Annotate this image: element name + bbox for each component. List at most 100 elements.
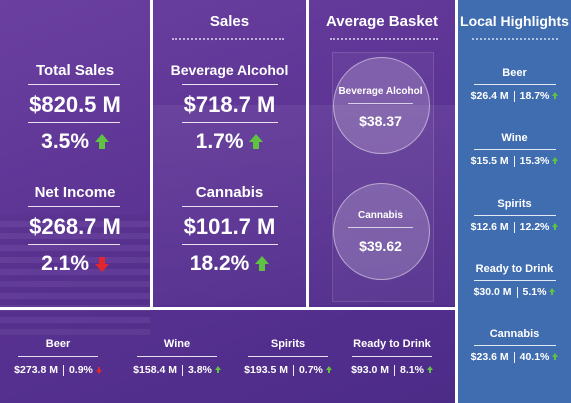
category-change: 0.9% — [68, 364, 93, 376]
rule — [182, 122, 278, 123]
separator — [513, 351, 515, 363]
total-sales-change-value: 3.5% — [41, 130, 90, 153]
divider — [306, 0, 309, 308]
total-sales-label: Total Sales — [35, 62, 115, 79]
local-item-value: $30.0 M — [473, 286, 512, 298]
basket-circle — [333, 183, 430, 280]
average-basket-header: Average Basket — [325, 13, 438, 30]
rule — [474, 215, 556, 216]
rule — [137, 356, 217, 357]
rule — [18, 356, 98, 357]
beverage-alcohol-change-value: 1.7% — [195, 130, 244, 153]
separator — [513, 90, 515, 102]
brick-wall-background — [0, 215, 150, 335]
arrow-down-icon — [95, 367, 102, 375]
basket-label: Cannabis — [357, 210, 403, 221]
beverage-alcohol-label: Beverage Alcohol — [170, 62, 289, 78]
arrow-up-icon — [249, 134, 264, 150]
cannabis-label: Cannabis — [195, 184, 264, 201]
separator — [394, 364, 396, 376]
separator — [513, 155, 515, 167]
local-item-values: $12.6 M 12.2% — [458, 221, 571, 233]
divider — [455, 0, 458, 403]
category-label: Spirits — [270, 338, 306, 350]
local-item-value: $12.6 M — [470, 221, 509, 233]
category-values: $158.4 M 3.8% — [117, 364, 237, 376]
net-income-change: 2.1% — [0, 252, 150, 276]
category-change: 3.8% — [187, 364, 212, 376]
arrow-up-icon — [94, 134, 109, 150]
basket-value: $38.37 — [359, 113, 402, 129]
rule — [474, 280, 556, 281]
separator — [513, 221, 515, 233]
category-value: $193.5 M — [244, 364, 288, 376]
sales-header: Sales — [209, 13, 250, 30]
rule — [182, 244, 278, 245]
total-sales-change: 3.5% — [0, 130, 150, 154]
arrow-up-icon — [549, 288, 556, 296]
rule — [28, 206, 120, 207]
cannabis-value: $101.7 M — [183, 214, 276, 239]
beverage-alcohol-change: 1.7% — [153, 130, 306, 154]
local-item-value: $26.4 M — [470, 90, 509, 102]
category-label: Ready to Drink — [353, 338, 431, 350]
rule — [474, 84, 556, 85]
local-item-label: Wine — [501, 132, 528, 144]
net-income-label: Net Income — [34, 184, 116, 201]
category-value: $273.8 M — [14, 364, 58, 376]
rule — [248, 356, 328, 357]
category-values: $273.8 M 0.9% — [0, 364, 118, 376]
basket-circle — [333, 57, 430, 154]
category-values: $193.5 M 0.7% — [228, 364, 348, 376]
net-income-value: $268.7 M — [29, 214, 121, 239]
separator — [516, 286, 518, 298]
local-item-values: $15.5 M 15.3% — [458, 155, 571, 167]
basket-value: $39.62 — [359, 238, 402, 254]
local-highlights-panel — [458, 0, 571, 403]
category-values: $93.0 M 8.1% — [332, 364, 452, 376]
dotted-rule — [330, 38, 438, 40]
net-income-change-value: 2.1% — [41, 252, 90, 275]
arrow-up-icon — [552, 353, 559, 361]
rule — [28, 84, 120, 85]
local-item-values: $23.6 M 40.1% — [458, 351, 571, 363]
arrow-up-icon — [552, 92, 559, 100]
local-item-change: 5.1% — [522, 286, 547, 298]
local-item-value: $23.6 M — [470, 351, 509, 363]
arrow-up-icon — [552, 223, 559, 231]
local-item-values: $26.4 M 18.7% — [458, 90, 571, 102]
category-value: $158.4 M — [133, 364, 177, 376]
arrow-up-icon — [325, 366, 332, 374]
rule — [474, 345, 556, 346]
rule — [182, 206, 278, 207]
dotted-rule — [472, 38, 558, 40]
local-highlights-header: Local Highlights — [460, 13, 569, 29]
local-item-change: 15.3% — [519, 155, 550, 167]
cannabis-change-value: 18.2% — [189, 252, 250, 275]
arrow-up-icon — [426, 366, 433, 374]
rule — [182, 84, 278, 85]
local-item-label: Ready to Drink — [475, 263, 554, 275]
category-label: Beer — [45, 338, 71, 350]
arrow-down-icon — [94, 257, 109, 273]
rule — [348, 103, 413, 104]
category-label: Wine — [163, 338, 191, 350]
rule — [28, 244, 120, 245]
basket-label: Beverage Alcohol — [338, 86, 423, 97]
category-change: 8.1% — [400, 364, 424, 376]
arrow-up-icon — [214, 366, 221, 374]
separator — [62, 364, 64, 376]
category-change: 0.7% — [298, 364, 323, 376]
arrow-up-icon — [255, 256, 270, 272]
arrow-up-icon — [552, 157, 559, 165]
separator — [181, 364, 183, 376]
local-item-values: $30.0 M 5.1% — [458, 286, 571, 298]
local-item-label: Beer — [502, 67, 527, 79]
local-item-label: Spirits — [497, 198, 532, 210]
local-item-change: 18.7% — [519, 90, 550, 102]
local-item-label: Cannabis — [489, 328, 540, 340]
separator — [292, 364, 294, 376]
local-item-value: $15.5 M — [470, 155, 509, 167]
rule — [348, 227, 413, 228]
rule — [474, 149, 556, 150]
